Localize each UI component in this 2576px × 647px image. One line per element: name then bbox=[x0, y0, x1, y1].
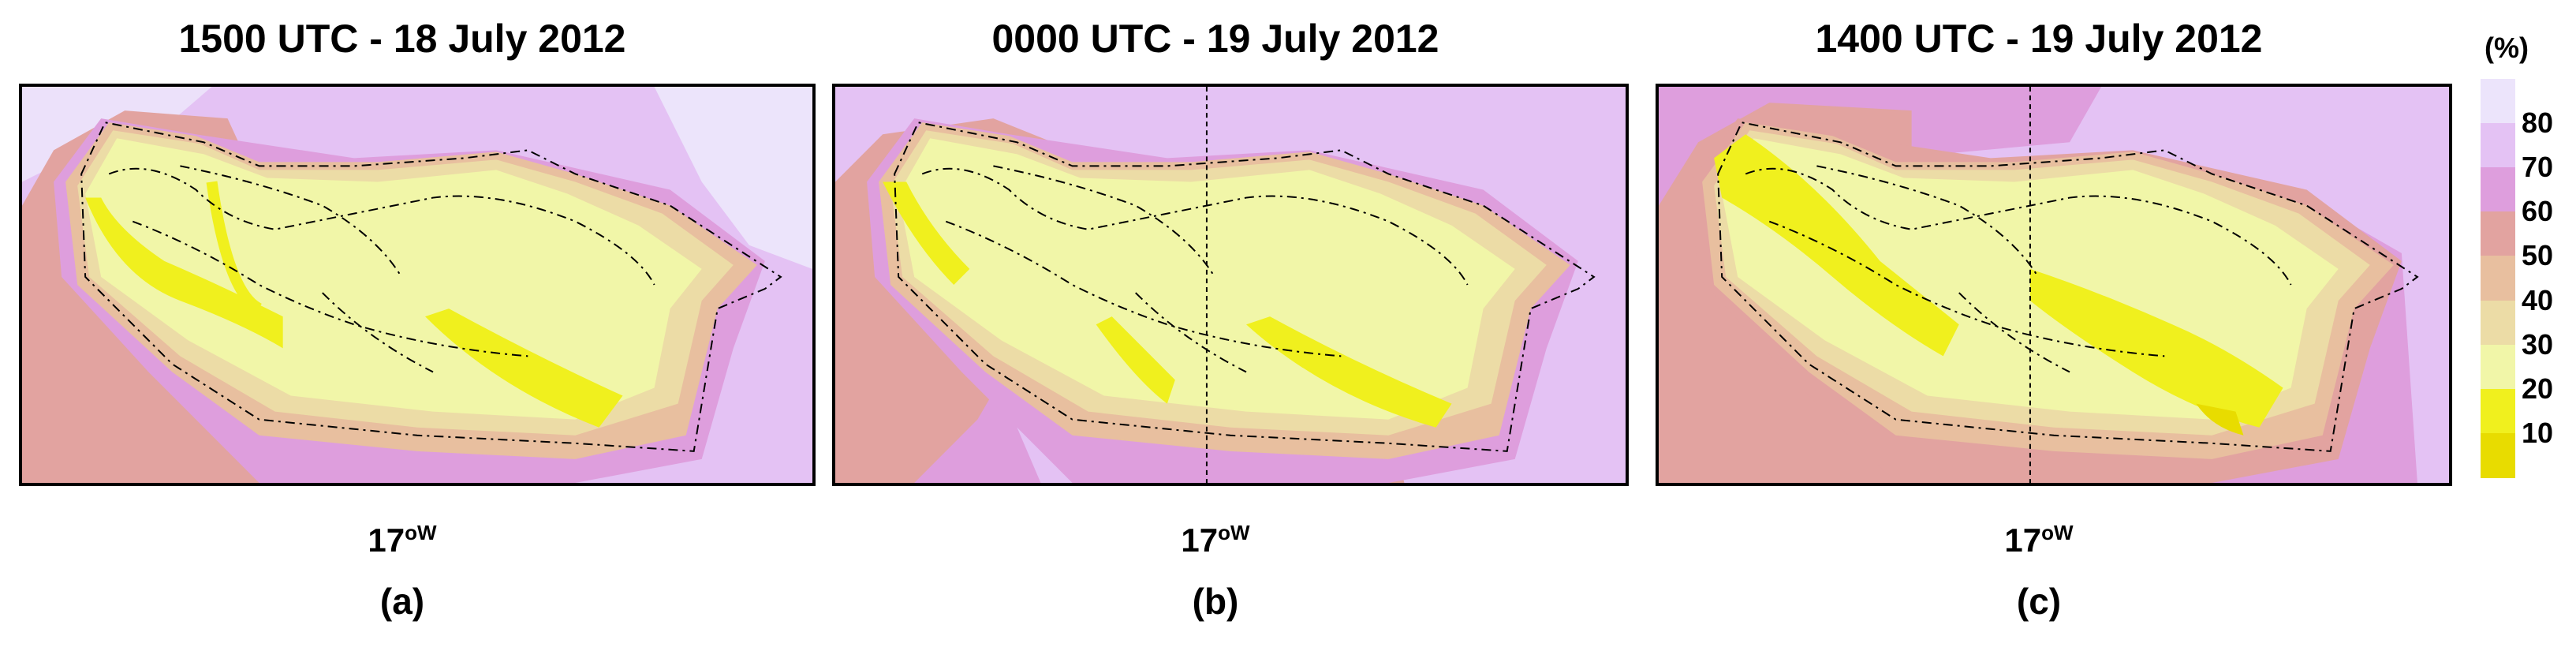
colorbar-tick-label: 50 bbox=[2522, 239, 2554, 272]
colorbar-tick-label: 80 bbox=[2522, 107, 2554, 140]
colorbar-level bbox=[2481, 388, 2515, 434]
panel-title: 1400 UTC - 19 July 2012 bbox=[1815, 17, 2263, 61]
longitude-label: 17oW bbox=[2004, 521, 2074, 559]
humidity-field bbox=[22, 87, 812, 483]
panel-letter: (a) bbox=[379, 581, 425, 622]
colorbar-tick-label: 10 bbox=[2522, 416, 2554, 449]
colorbar-level bbox=[2481, 123, 2515, 169]
panel-letter: (b) bbox=[1192, 581, 1239, 622]
colorbar-tick-label: 60 bbox=[2522, 195, 2554, 228]
colorbar-tick-label: 70 bbox=[2522, 151, 2554, 184]
map-panel-b: 0000 UTC - 19 July 2012 17oW (b) bbox=[813, 0, 1629, 647]
colorbar-level bbox=[2481, 79, 2515, 125]
longitude-label: 17oW bbox=[368, 521, 437, 559]
colorbar-tick-label: 30 bbox=[2522, 327, 2554, 361]
humidity-field bbox=[1659, 87, 2449, 483]
panel-title: 0000 UTC - 19 July 2012 bbox=[991, 17, 1439, 61]
relative-humidity-map bbox=[832, 84, 1629, 486]
colorbar-level bbox=[2481, 167, 2515, 213]
longitude-label: 17oW bbox=[1181, 521, 1250, 559]
humidity-field bbox=[835, 87, 1626, 483]
relative-humidity-map bbox=[19, 84, 816, 486]
panel-letter: (c) bbox=[2016, 581, 2062, 622]
colorbar-level bbox=[2481, 432, 2515, 478]
colorbar-level bbox=[2481, 300, 2515, 346]
colorbar-level bbox=[2481, 344, 2515, 390]
map-panel-c: 1400 UTC - 19 July 2012 17oW (c) bbox=[1637, 0, 2452, 647]
relative-humidity-map bbox=[1656, 84, 2452, 486]
colorbar bbox=[2481, 79, 2515, 478]
colorbar-unit: (%) bbox=[2485, 32, 2529, 64]
colorbar-level bbox=[2481, 211, 2515, 257]
colorbar-level bbox=[2481, 256, 2515, 301]
colorbar-tick-label: 20 bbox=[2522, 372, 2554, 405]
map-panel-a: 1500 UTC - 18 July 2012 17oW (a) bbox=[0, 0, 816, 647]
colorbar-tick-label: 40 bbox=[2522, 283, 2554, 316]
panel-title: 1500 UTC - 18 July 2012 bbox=[178, 17, 626, 61]
